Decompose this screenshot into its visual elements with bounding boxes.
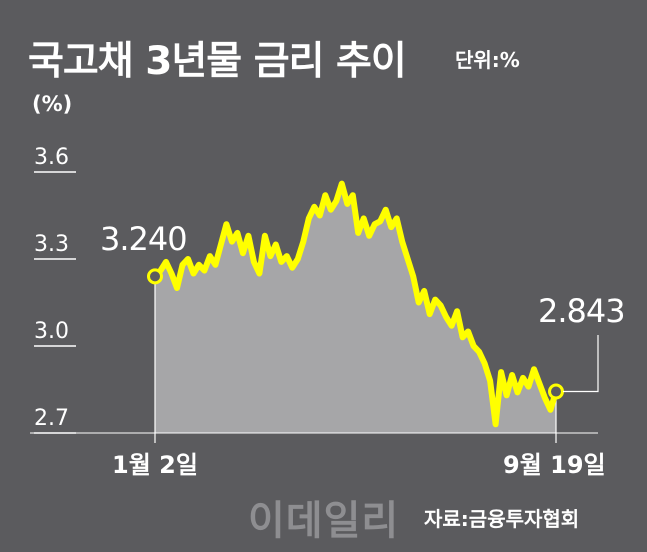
y-tick-label: 3.3 [34,232,69,257]
x-tick-label-start: 1월 2일 [112,451,198,479]
end-value-label: 2.843 [538,292,625,330]
x-tick-label-end: 9월 19일 [503,451,606,479]
watermark-logo: 이데일리 [248,498,400,544]
y-axis-unit-label: (%) [32,92,73,116]
start-point-marker [147,268,163,285]
end-point-marker [548,383,564,400]
unit-label: 단위:% [455,48,520,72]
area-fill [155,183,556,433]
source-label: 자료:금융투자협회 [424,507,580,531]
y-tick-label: 2.7 [34,406,69,431]
y-tick-label: 3.0 [34,319,69,344]
start-value-label: 3.240 [100,220,187,258]
series-line [152,180,559,428]
y-tick-label: 3.6 [34,145,69,170]
end-value-leader [563,335,599,393]
chart-title: 국고채 3년물 금리 추이 [28,39,407,84]
